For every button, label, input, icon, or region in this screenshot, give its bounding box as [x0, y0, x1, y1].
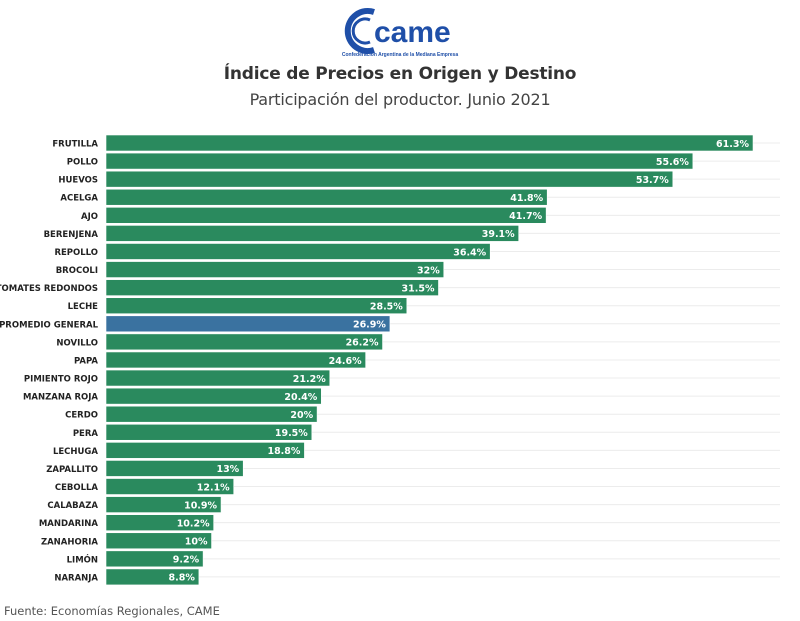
bar — [105, 405, 318, 423]
bar — [105, 532, 212, 550]
bar — [105, 134, 754, 152]
chart-title: Índice de Precios en Origen y Destino — [223, 64, 577, 84]
value-label: 8.8% — [169, 573, 196, 584]
value-label: 21.2% — [293, 374, 326, 385]
category-label: PAPA — [74, 356, 98, 366]
bar — [105, 170, 674, 188]
value-label: 39.1% — [482, 229, 515, 240]
bar — [105, 351, 366, 369]
value-label: 9.2% — [173, 555, 200, 566]
value-label: 36.4% — [453, 247, 486, 258]
category-label: ZANAHORIA — [41, 537, 98, 547]
bar — [105, 152, 694, 170]
category-label: CERDO — [65, 411, 98, 421]
bar — [105, 188, 548, 206]
value-label: 20% — [290, 410, 313, 421]
bar — [105, 514, 214, 531]
value-label: 24.6% — [329, 356, 362, 367]
category-label: CALABAZA — [47, 501, 98, 511]
category-label: POLLO — [67, 158, 98, 168]
chart-subtitle: Participación del productor. Junio 2021 — [249, 90, 551, 109]
category-label: NOVILLO — [56, 338, 98, 348]
bar — [105, 442, 305, 459]
value-label: 28.5% — [370, 302, 403, 313]
category-label: PERA — [73, 429, 99, 439]
category-label: AJO — [81, 212, 98, 222]
category-label: TOMATES REDONDOS — [0, 284, 98, 294]
came-logo: came — [340, 6, 460, 62]
value-label: 26.9% — [353, 320, 386, 331]
category-label: PROMEDIO GENERAL — [0, 320, 99, 330]
category-label: ZAPALLITO — [46, 465, 98, 475]
value-label: 41.7% — [509, 211, 542, 222]
category-label: MANZANA ROJA — [23, 393, 98, 403]
came-logo-mark: came — [344, 8, 451, 54]
category-label: FRUTILLA — [52, 140, 98, 150]
value-label: 31.5% — [402, 283, 435, 294]
bar — [105, 478, 235, 495]
bar — [105, 369, 331, 387]
bar — [105, 279, 439, 296]
value-label: 19.5% — [275, 428, 308, 439]
bar — [105, 496, 222, 513]
bar — [105, 225, 520, 242]
category-label: LIMÓN — [67, 553, 98, 565]
bar — [105, 387, 322, 405]
bar — [105, 550, 204, 568]
value-label: 61.3% — [716, 139, 749, 150]
category-label: REPOLLO — [54, 248, 98, 258]
value-label: 26.2% — [346, 338, 379, 349]
value-label: 53.7% — [636, 175, 669, 186]
value-label: 55.6% — [656, 157, 689, 168]
logo-text: came — [374, 16, 451, 49]
category-label: BERENJENA — [44, 230, 99, 240]
bar-highlight — [105, 315, 391, 333]
value-label: 20.4% — [284, 392, 317, 403]
category-label: HUEVOS — [58, 176, 98, 186]
bar — [105, 297, 408, 315]
bar — [105, 460, 244, 477]
bar — [105, 207, 547, 224]
category-label: MANDARINA — [39, 519, 99, 529]
category-label: PIMIENTO ROJO — [24, 375, 98, 385]
value-label: 10.9% — [184, 500, 217, 511]
value-label: 18.8% — [267, 446, 300, 457]
value-label: 13% — [216, 464, 239, 475]
bar-chart: FRUTILLA 61.3% POLLO 55.6% HUEVOS 53.7% ACELGA… — [0, 134, 780, 586]
bar — [105, 261, 445, 278]
bar — [105, 568, 200, 586]
value-label: 32% — [417, 265, 440, 276]
value-label: 10% — [185, 537, 208, 548]
value-label: 41.8% — [510, 193, 543, 204]
category-label: LECHUGA — [53, 447, 98, 457]
category-label: LECHE — [68, 302, 99, 312]
category-label: CEBOLLA — [55, 483, 99, 493]
bar — [105, 333, 383, 351]
value-label: 10.2% — [177, 518, 210, 529]
bar — [105, 243, 491, 260]
source-note: Fuente: Economías Regionales, CAME — [4, 604, 220, 618]
value-label: 12.1% — [197, 482, 230, 493]
category-label: ACELGA — [60, 194, 98, 204]
logo-subtitle: Confederación Argentina de la Mediana Em… — [341, 52, 459, 58]
category-label: BROCOLI — [56, 266, 98, 276]
bar — [105, 423, 313, 441]
category-label: NARANJA — [54, 573, 98, 583]
